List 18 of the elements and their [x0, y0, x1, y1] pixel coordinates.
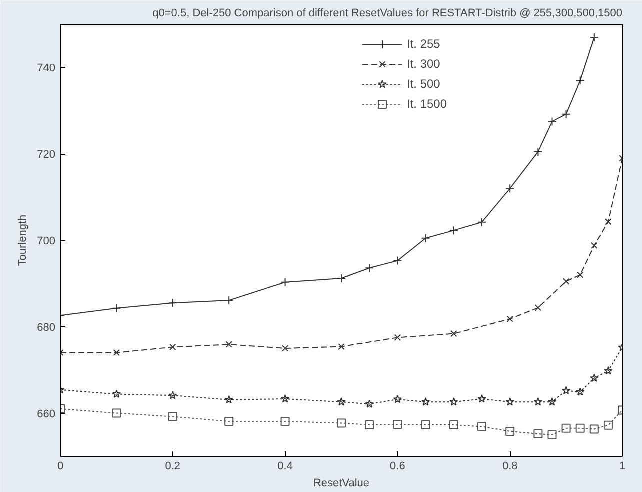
y-tick-label: 660 — [37, 408, 56, 420]
chart-title: q0=0.5, Del-250 Comparison of different ResetValues for RESTART-Distrib @ 255,300,500,1500 — [152, 8, 622, 20]
y-tick-label: 740 — [37, 62, 56, 75]
y-tick-label: 680 — [37, 322, 56, 334]
x-tick-label: 0 — [57, 460, 64, 472]
y-tick-label: 720 — [37, 149, 56, 162]
legend-label: It. 255 — [407, 37, 440, 51]
x-tick-label: 0.8 — [502, 460, 518, 472]
x-axis-title: ResetValue — [313, 478, 370, 490]
y-axis-title: Tourlength — [17, 214, 30, 266]
y-tick-label: 700 — [37, 236, 56, 248]
legend-label: It. 500 — [407, 77, 440, 91]
legend-label: It. 1500 — [407, 97, 448, 111]
x-tick-label: 1 — [619, 460, 626, 472]
x-tick-label: 0.2 — [165, 460, 181, 472]
legend-label: It. 300 — [407, 57, 440, 71]
x-tick-label: 0.4 — [278, 460, 293, 472]
x-tick-label: 0.6 — [390, 460, 406, 472]
